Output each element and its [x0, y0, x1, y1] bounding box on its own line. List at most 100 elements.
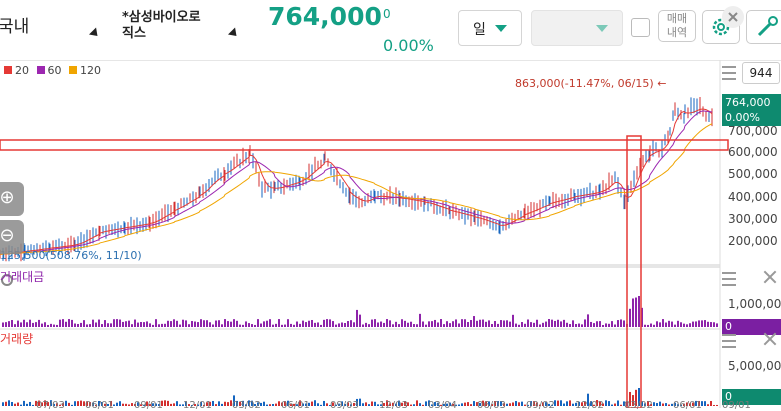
- volume-bar: [584, 401, 586, 406]
- value-bar: [116, 319, 118, 327]
- volume-bar: [434, 402, 436, 406]
- value-bar: [533, 322, 535, 327]
- current-price: 764,000: [268, 2, 382, 31]
- value-bar: [641, 307, 643, 327]
- volume-bar: [293, 403, 295, 406]
- volume-bar: [662, 403, 664, 406]
- value-bar: [566, 322, 568, 327]
- chevron-down-icon: [495, 25, 507, 32]
- value-bar: [686, 324, 688, 327]
- zoom-out-button[interactable]: ⊖: [0, 220, 24, 254]
- volume-bar: [221, 403, 223, 406]
- value-bar: [704, 320, 706, 327]
- value-bar: [467, 322, 469, 327]
- value-panel-menu-icon[interactable]: [722, 272, 736, 286]
- volume-bar: [629, 391, 631, 406]
- market-label[interactable]: 국내: [0, 17, 30, 37]
- value-bar: [644, 324, 646, 327]
- period-select[interactable]: 일: [458, 10, 522, 46]
- value-bar: [182, 319, 184, 327]
- volume-bar: [461, 403, 463, 406]
- value-bar: [404, 320, 406, 327]
- volume-bar: [59, 404, 61, 406]
- value-bar: [32, 322, 34, 327]
- value-bar: [302, 320, 304, 327]
- value-bar: [671, 321, 673, 327]
- volume-bar: [284, 401, 286, 406]
- value-bar: [590, 321, 592, 327]
- value-bar: [536, 319, 538, 327]
- value-bar: [575, 324, 577, 327]
- settings-small-icon[interactable]: [0, 272, 14, 286]
- volume-bar: [437, 402, 439, 406]
- value-bar: [170, 321, 172, 327]
- volume-bar: [332, 402, 334, 406]
- volume-bar: [116, 402, 118, 406]
- volume-bar: [698, 400, 700, 406]
- volume-bar: [545, 402, 547, 406]
- value-bar: [548, 319, 550, 327]
- volume-bar: [587, 393, 589, 406]
- ma120-line: [0, 123, 713, 255]
- value-bar: [557, 319, 559, 327]
- value-bar: [41, 323, 43, 327]
- value-bar: [422, 321, 424, 327]
- trade-history-checkbox[interactable]: [631, 18, 650, 37]
- volume-bar: [443, 403, 445, 406]
- price-panel-menu-icon[interactable]: [722, 66, 736, 80]
- volume-bar: [602, 403, 604, 406]
- volume-bar: [164, 400, 166, 406]
- market-dropdown-icon[interactable]: [88, 27, 102, 40]
- value-bar: [266, 320, 268, 327]
- volume-bar: [194, 404, 196, 406]
- value-bar: [620, 319, 622, 327]
- indicator-select[interactable]: [531, 10, 623, 46]
- y-tick: 300,000: [728, 212, 778, 226]
- value-bar: [614, 324, 616, 327]
- zoom-in-button[interactable]: ⊕: [0, 182, 24, 216]
- value-bar: [173, 319, 175, 327]
- value-bar: [104, 320, 106, 327]
- volume-bar: [377, 404, 379, 406]
- value-bar: [329, 319, 331, 327]
- x-tick: 06/01: [281, 400, 310, 411]
- volume-bar: [218, 401, 220, 406]
- volume-bar: [341, 401, 343, 406]
- value-panel-close-icon[interactable]: [763, 270, 777, 284]
- value-bar: [17, 320, 19, 327]
- volume-bar: [323, 400, 325, 406]
- close-chart-button[interactable]: [722, 6, 744, 28]
- volume-bar: [578, 401, 580, 406]
- trade-history-button[interactable]: 매매 내역: [658, 10, 696, 42]
- volume-bar: [149, 404, 151, 406]
- value-bar: [68, 319, 70, 327]
- volume-panel-menu-icon[interactable]: [722, 334, 736, 348]
- volume-bar: [689, 403, 691, 406]
- value-bar: [377, 322, 379, 327]
- value-bar: [158, 324, 160, 327]
- stock-name[interactable]: *삼성바이오로 직스: [122, 10, 232, 42]
- period-count-box[interactable]: 944: [742, 62, 780, 84]
- volume-bar: [107, 403, 109, 406]
- value-bar: [242, 324, 244, 327]
- volume-panel-close-icon[interactable]: [763, 332, 777, 346]
- value-bar: [125, 321, 127, 327]
- value-bar: [305, 322, 307, 327]
- value-bar: [119, 319, 121, 327]
- value-bar: [488, 320, 490, 327]
- volume-bar: [203, 404, 205, 406]
- value-bar: [62, 319, 64, 327]
- value-bar: [383, 322, 385, 327]
- tools-button[interactable]: [746, 10, 781, 44]
- volume-bar: [641, 401, 643, 406]
- volume-bar: [146, 401, 148, 406]
- volume-bar: [11, 401, 13, 406]
- chart-canvas[interactable]: [0, 60, 781, 408]
- value-bar: [713, 322, 715, 327]
- value-bar: [635, 297, 637, 327]
- volume-bar: [272, 403, 274, 406]
- volume-bar: [350, 404, 352, 406]
- value-bar: [11, 320, 13, 327]
- volume-bar: [215, 404, 217, 406]
- value-bar: [149, 323, 151, 327]
